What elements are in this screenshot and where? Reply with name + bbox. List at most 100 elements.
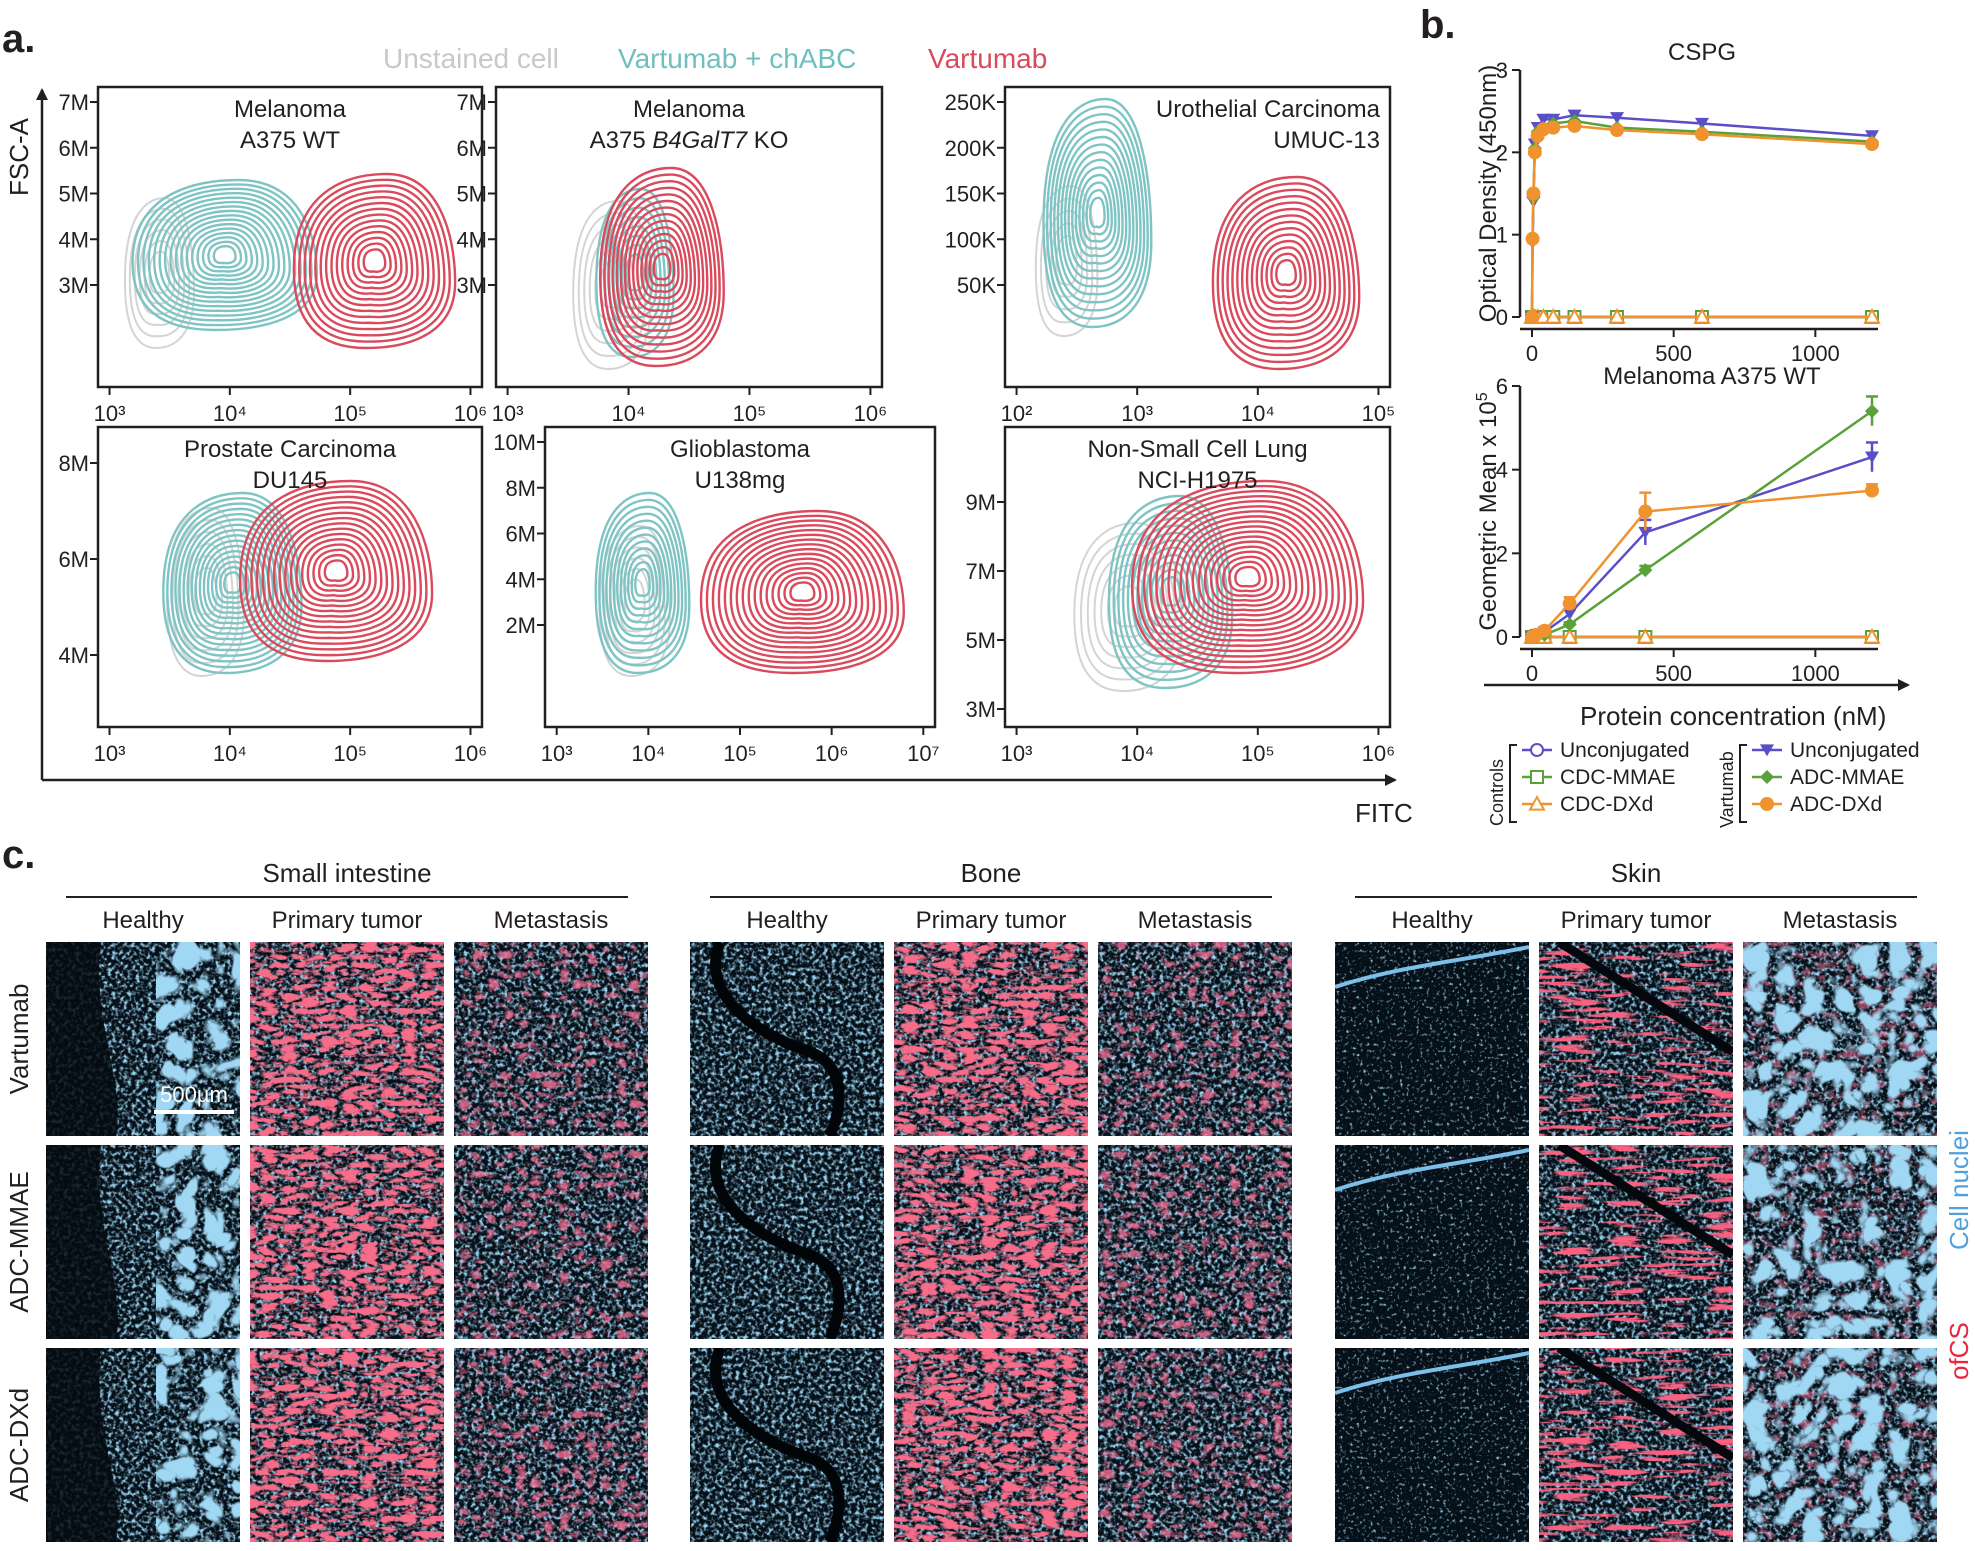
contour-line	[323, 559, 349, 582]
contour-line	[1209, 545, 1286, 607]
micrograph-tile	[690, 1145, 884, 1339]
contour-line	[261, 500, 411, 640]
contour-line	[1149, 494, 1347, 658]
contour-line	[599, 166, 725, 368]
nuclei-layer	[1335, 1145, 1529, 1339]
lumen-region	[46, 1145, 118, 1339]
y-tick-label: 4M	[456, 227, 487, 252]
contour-plot	[123, 172, 457, 350]
y-axis-label: Optical Density (450nm)	[1475, 65, 1502, 322]
bone-crack	[710, 1145, 845, 1339]
flow-panel-3: Urothelial Carcinoma UMUC-13 250K 200K 150K 1…	[945, 85, 1395, 426]
nuclei-layer	[1335, 942, 1529, 1136]
series-vartumab-adc-dxd	[1525, 118, 1879, 324]
y-tick-label: 250K	[945, 90, 997, 115]
contour-plot	[162, 479, 434, 678]
legend-b: Controls Unconjugated CDC-MMAE CDC-DXd Vartu…	[1487, 739, 1920, 828]
x-tick-label: 500	[1655, 341, 1692, 366]
ofcs-layer	[894, 1348, 1088, 1542]
contour-line	[267, 506, 406, 634]
micrograph-tile	[454, 1348, 648, 1542]
column-label: Healthy	[746, 907, 827, 934]
contour-vartumab	[1211, 175, 1361, 371]
flow-panel-5: Glioblastoma U138mg 10M 8M 6M 4M 2M 10³ 10⁴ 10⁵ 10…	[493, 425, 940, 766]
column-label: Metastasis	[494, 907, 609, 934]
series-vartumab-adc-dxd	[1525, 483, 1879, 644]
series-vartumab-adc-mmae	[1525, 114, 1879, 324]
x-tick-label: 10²	[1001, 401, 1033, 426]
ofcs-layer	[894, 1145, 1088, 1339]
nuclei-layer	[1335, 1348, 1529, 1542]
y-tick-label: 3M	[965, 697, 996, 722]
contour-line	[308, 190, 441, 331]
contour-line	[244, 485, 428, 657]
contour-line	[136, 183, 313, 327]
contour-line	[341, 224, 408, 296]
x-tick-label: 10³	[492, 401, 524, 426]
y-tick-label: 7M	[965, 559, 996, 584]
contour-line	[1045, 105, 1149, 320]
y-tick-label: 4M	[58, 227, 89, 252]
tissue-title: Small intestine	[262, 858, 431, 888]
tissue-fold	[1556, 942, 1733, 1056]
fsc-axis-label: FSC-A	[4, 117, 34, 196]
panel-b: b. CSPG 0 1 2 3 0 500 1000 Optical Density (450n…	[1420, 3, 1920, 828]
contour-line	[1216, 182, 1356, 364]
contour-line	[1081, 181, 1113, 243]
contour-line	[1060, 135, 1135, 288]
micrograph-tile	[1539, 1145, 1733, 1339]
contour-line	[1063, 143, 1131, 280]
contour-line	[601, 505, 684, 659]
contour-line	[615, 193, 709, 339]
y-tick-label: 4M	[505, 567, 536, 592]
contour-line	[170, 502, 295, 663]
contour-line	[1078, 173, 1117, 250]
contour-line	[1126, 524, 1215, 658]
ofcs-layer	[894, 942, 1088, 1136]
x-tick-label: 0	[1526, 341, 1538, 366]
x-tick-label: 10³	[94, 401, 126, 426]
contour-line	[214, 560, 250, 604]
contour-line	[1245, 220, 1327, 324]
tissue-title: Skin	[1611, 858, 1662, 888]
data-point	[1562, 608, 1577, 621]
data-point	[1863, 627, 1881, 644]
contour-line	[278, 516, 394, 623]
column-label: Metastasis	[1138, 907, 1253, 934]
panel-subtitle: DU145	[253, 467, 328, 494]
tissue-fold	[1556, 1348, 1733, 1462]
contour-line	[190, 528, 275, 635]
contour-line	[1155, 568, 1186, 614]
contour-line	[158, 200, 291, 308]
contour-line	[1221, 188, 1351, 357]
panel-title: Non-Small Cell Lung	[1087, 436, 1307, 463]
contour-line	[317, 553, 355, 587]
lumen-region	[46, 1348, 118, 1542]
contour-line	[185, 222, 264, 286]
contour-line	[324, 207, 425, 313]
contour-line	[747, 547, 858, 635]
gland-layer	[1743, 1145, 1937, 1339]
x-tick-label: 0	[1526, 661, 1538, 686]
micrograph-tile	[1335, 1348, 1529, 1542]
x-tick-label: 1000	[1791, 661, 1840, 686]
contour-line	[174, 214, 275, 295]
data-point	[1530, 770, 1544, 784]
contour-line	[166, 497, 299, 669]
data-point	[1760, 797, 1774, 811]
contour-line	[789, 581, 816, 602]
contour-plot	[572, 166, 725, 371]
x-tick-label: 10⁵	[1241, 741, 1275, 766]
column-label: Primary tumor	[272, 907, 423, 934]
controls-bracket	[1509, 744, 1517, 823]
contour-vartumab	[599, 166, 725, 368]
series-vartumab-unconjugated	[1525, 441, 1879, 644]
contour-line	[644, 239, 680, 293]
x-tick-label: 10³	[1121, 401, 1153, 426]
legend-item-label: Unconjugated	[1790, 739, 1920, 762]
panel-title: Glioblastoma	[670, 436, 811, 463]
x-tick-label: 10⁴	[213, 741, 247, 766]
series-line	[1530, 119, 1873, 318]
contour-line	[777, 571, 828, 611]
tissue-group-small-intestine: Small intestine Healthy Primary tumor Metas…	[46, 858, 648, 1542]
